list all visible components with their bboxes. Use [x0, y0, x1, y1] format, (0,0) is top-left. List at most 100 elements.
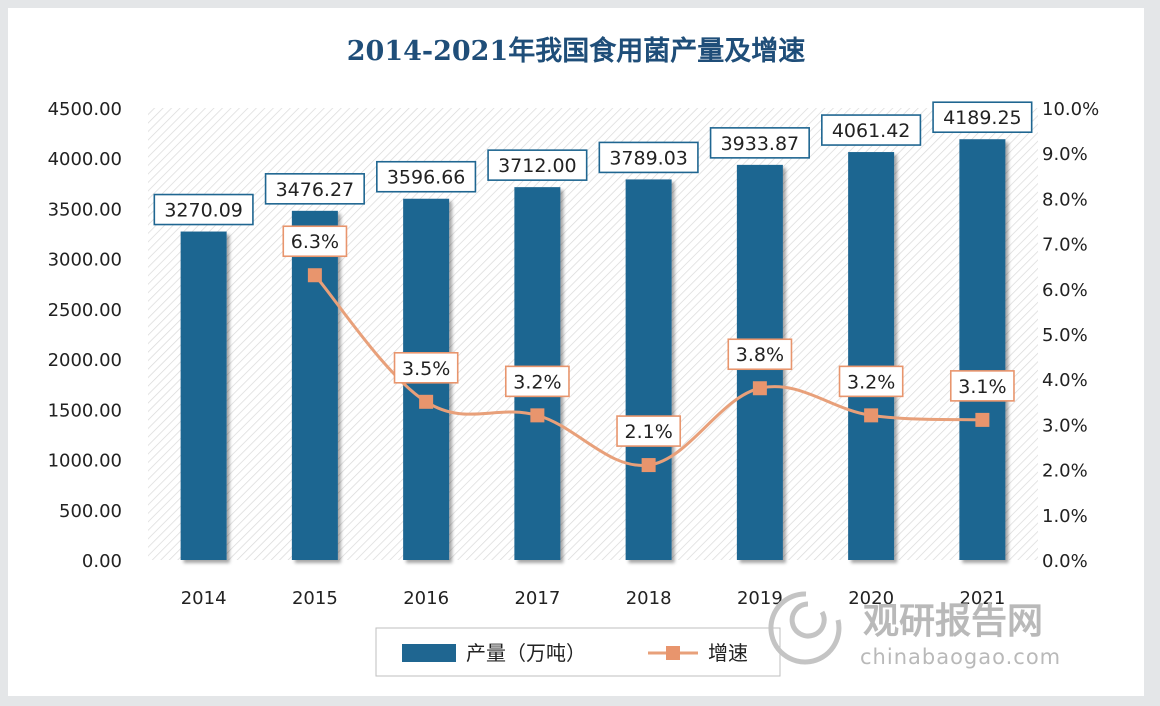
line-label-2018: 2.1% — [616, 415, 682, 447]
left-axis-tick: 3500.00 — [48, 199, 122, 220]
left-axis-tick: 1000.00 — [48, 451, 122, 472]
line-marker-2016 — [419, 394, 434, 409]
line-series — [307, 268, 990, 473]
bar-label-box — [932, 101, 1033, 134]
right-axis-tick: 0.0% — [1042, 551, 1088, 572]
left-axis-tick: 4500.00 — [48, 99, 122, 120]
line-label-2019: 3.8% — [727, 338, 793, 371]
legend: 产量（万吨） 增速 — [375, 627, 781, 677]
bar-label-2019: 3933.87 — [709, 127, 810, 159]
line-label-2017: 3.2% — [504, 365, 570, 398]
bar-label-2017: 3712.00 — [487, 149, 588, 181]
line-label-text: 3.1% — [958, 376, 1006, 398]
line-marker-2020 — [864, 408, 879, 423]
bar-label-text: 4189.25 — [943, 107, 1022, 129]
bar-label-box — [153, 193, 254, 226]
line-label-box — [616, 415, 682, 447]
bar-2021 — [959, 139, 1006, 560]
right-axis-tick: 1.0% — [1042, 506, 1088, 527]
left-axis-tick: 3000.00 — [48, 250, 122, 271]
right-axis-tick: 8.0% — [1042, 189, 1088, 210]
bar-label-box — [264, 173, 365, 205]
left-axis-tick: 2000.00 — [48, 350, 122, 371]
line-label-box — [838, 365, 904, 398]
line-marker-2018 — [641, 458, 656, 473]
bar-label-text: 3933.87 — [721, 133, 800, 155]
chart-title: 2014-2021年我国食用菌产量及增速 — [347, 35, 806, 67]
line-label-text: 3.2% — [847, 371, 895, 393]
chart: 2014-2021年我国食用菌产量及增速 0.00 500.00 1000.00 15… — [48, 35, 1099, 677]
category-label: 2020 — [848, 588, 894, 609]
category-label: 2019 — [737, 588, 783, 609]
line-label-box — [727, 338, 793, 371]
line-label-box — [949, 370, 1015, 402]
bar-label-box — [821, 114, 922, 146]
category-label: 2016 — [403, 588, 449, 609]
line-label-text: 6.3% — [291, 231, 339, 253]
bar-label-box — [487, 149, 588, 181]
left-axis-tick: 500.00 — [59, 501, 122, 522]
category-label: 2015 — [292, 588, 338, 609]
bar-label-2018: 3789.03 — [598, 141, 699, 174]
category-label: 2017 — [514, 588, 560, 609]
line-label-box — [504, 365, 570, 398]
left-axis-tick: 2500.00 — [48, 300, 122, 321]
bar-label-text: 3270.09 — [164, 200, 243, 222]
legend-line-label: 增速 — [708, 641, 748, 665]
line-label-2021: 3.1% — [949, 370, 1015, 402]
line-label-box — [393, 351, 459, 384]
line-marker-2021 — [975, 412, 990, 427]
line-label-text: 3.2% — [513, 371, 561, 393]
bar-label-text: 3712.00 — [498, 155, 577, 177]
watermark-en: chinabaogao.com — [860, 645, 1061, 669]
left-axis-tick: 4000.00 — [48, 149, 122, 170]
left-axis-tick: 0.00 — [82, 551, 122, 572]
bar-label-box — [709, 127, 810, 159]
line-marker-2017 — [530, 408, 545, 423]
line-label-2020: 3.2% — [838, 365, 904, 398]
legend-bar-swatch — [402, 644, 456, 662]
category-label: 2018 — [626, 588, 672, 609]
bar-label-text: 4061.42 — [832, 120, 911, 142]
bar-2015 — [291, 210, 338, 560]
right-axis-ticks: 0.0% 1.0% 2.0% 3.0% 4.0% 5.0% 6.0% 7.0% 8.0% 9.0%… — [1042, 99, 1099, 572]
line-label-2016: 3.5% — [393, 351, 459, 384]
right-axis-tick: 3.0% — [1042, 415, 1088, 436]
right-axis-tick: 2.0% — [1042, 461, 1088, 482]
chart-frame: 2014-2021年我国食用菌产量及增速 0.00 500.00 1000.00 15… — [8, 8, 1144, 696]
bar-data-labels: 3270.09 3476.27 3596.66 3712.00 3789.03 3933.… — [153, 101, 1033, 226]
bar-label-box — [376, 160, 477, 193]
right-axis-tick: 6.0% — [1042, 280, 1088, 301]
watermark: 观研报告网 chinabaogao.com — [768, 591, 1061, 669]
bar-label-2016: 3596.66 — [376, 160, 477, 193]
line-label-text: 3.5% — [402, 358, 450, 380]
right-axis-tick: 5.0% — [1042, 325, 1088, 346]
watermark-logo-icon — [768, 591, 842, 665]
right-axis-tick: 9.0% — [1042, 144, 1088, 165]
right-axis-tick: 10.0% — [1042, 99, 1099, 120]
bar-2014 — [180, 231, 227, 560]
line-label-box — [282, 225, 348, 258]
bar-label-text: 3789.03 — [609, 147, 688, 169]
line-label-2015: 6.3% — [282, 225, 348, 258]
bar-2018 — [625, 179, 672, 561]
bar-label-2020: 4061.42 — [821, 114, 922, 146]
category-axis-labels: 2014 2015 2016 2017 2018 2019 2020 2021 — [181, 588, 1006, 609]
bar-label-box — [598, 141, 699, 174]
line-label-text: 2.1% — [624, 421, 672, 443]
right-axis-tick: 4.0% — [1042, 370, 1088, 391]
bar-label-2021: 4189.25 — [932, 101, 1033, 134]
bar-2020 — [848, 152, 895, 560]
line-data-labels: 6.3% 3.5% 3.2% 2.1% 3.8% 3.2% 3.1% — [282, 225, 1015, 447]
right-axis-tick: 7.0% — [1042, 235, 1088, 256]
line-marker-2015 — [307, 268, 322, 283]
watermark-cn: 观研报告网 — [863, 601, 1043, 642]
left-axis-tick: 1500.00 — [48, 400, 122, 421]
line-marker-2019 — [752, 381, 767, 396]
category-label: 2021 — [959, 588, 1005, 609]
legend-line-marker — [666, 646, 680, 660]
bar-label-2015: 3476.27 — [264, 173, 365, 205]
category-label: 2014 — [181, 588, 227, 609]
bar-label-text: 3596.66 — [387, 167, 466, 189]
bar-label-2014: 3270.09 — [153, 193, 254, 226]
